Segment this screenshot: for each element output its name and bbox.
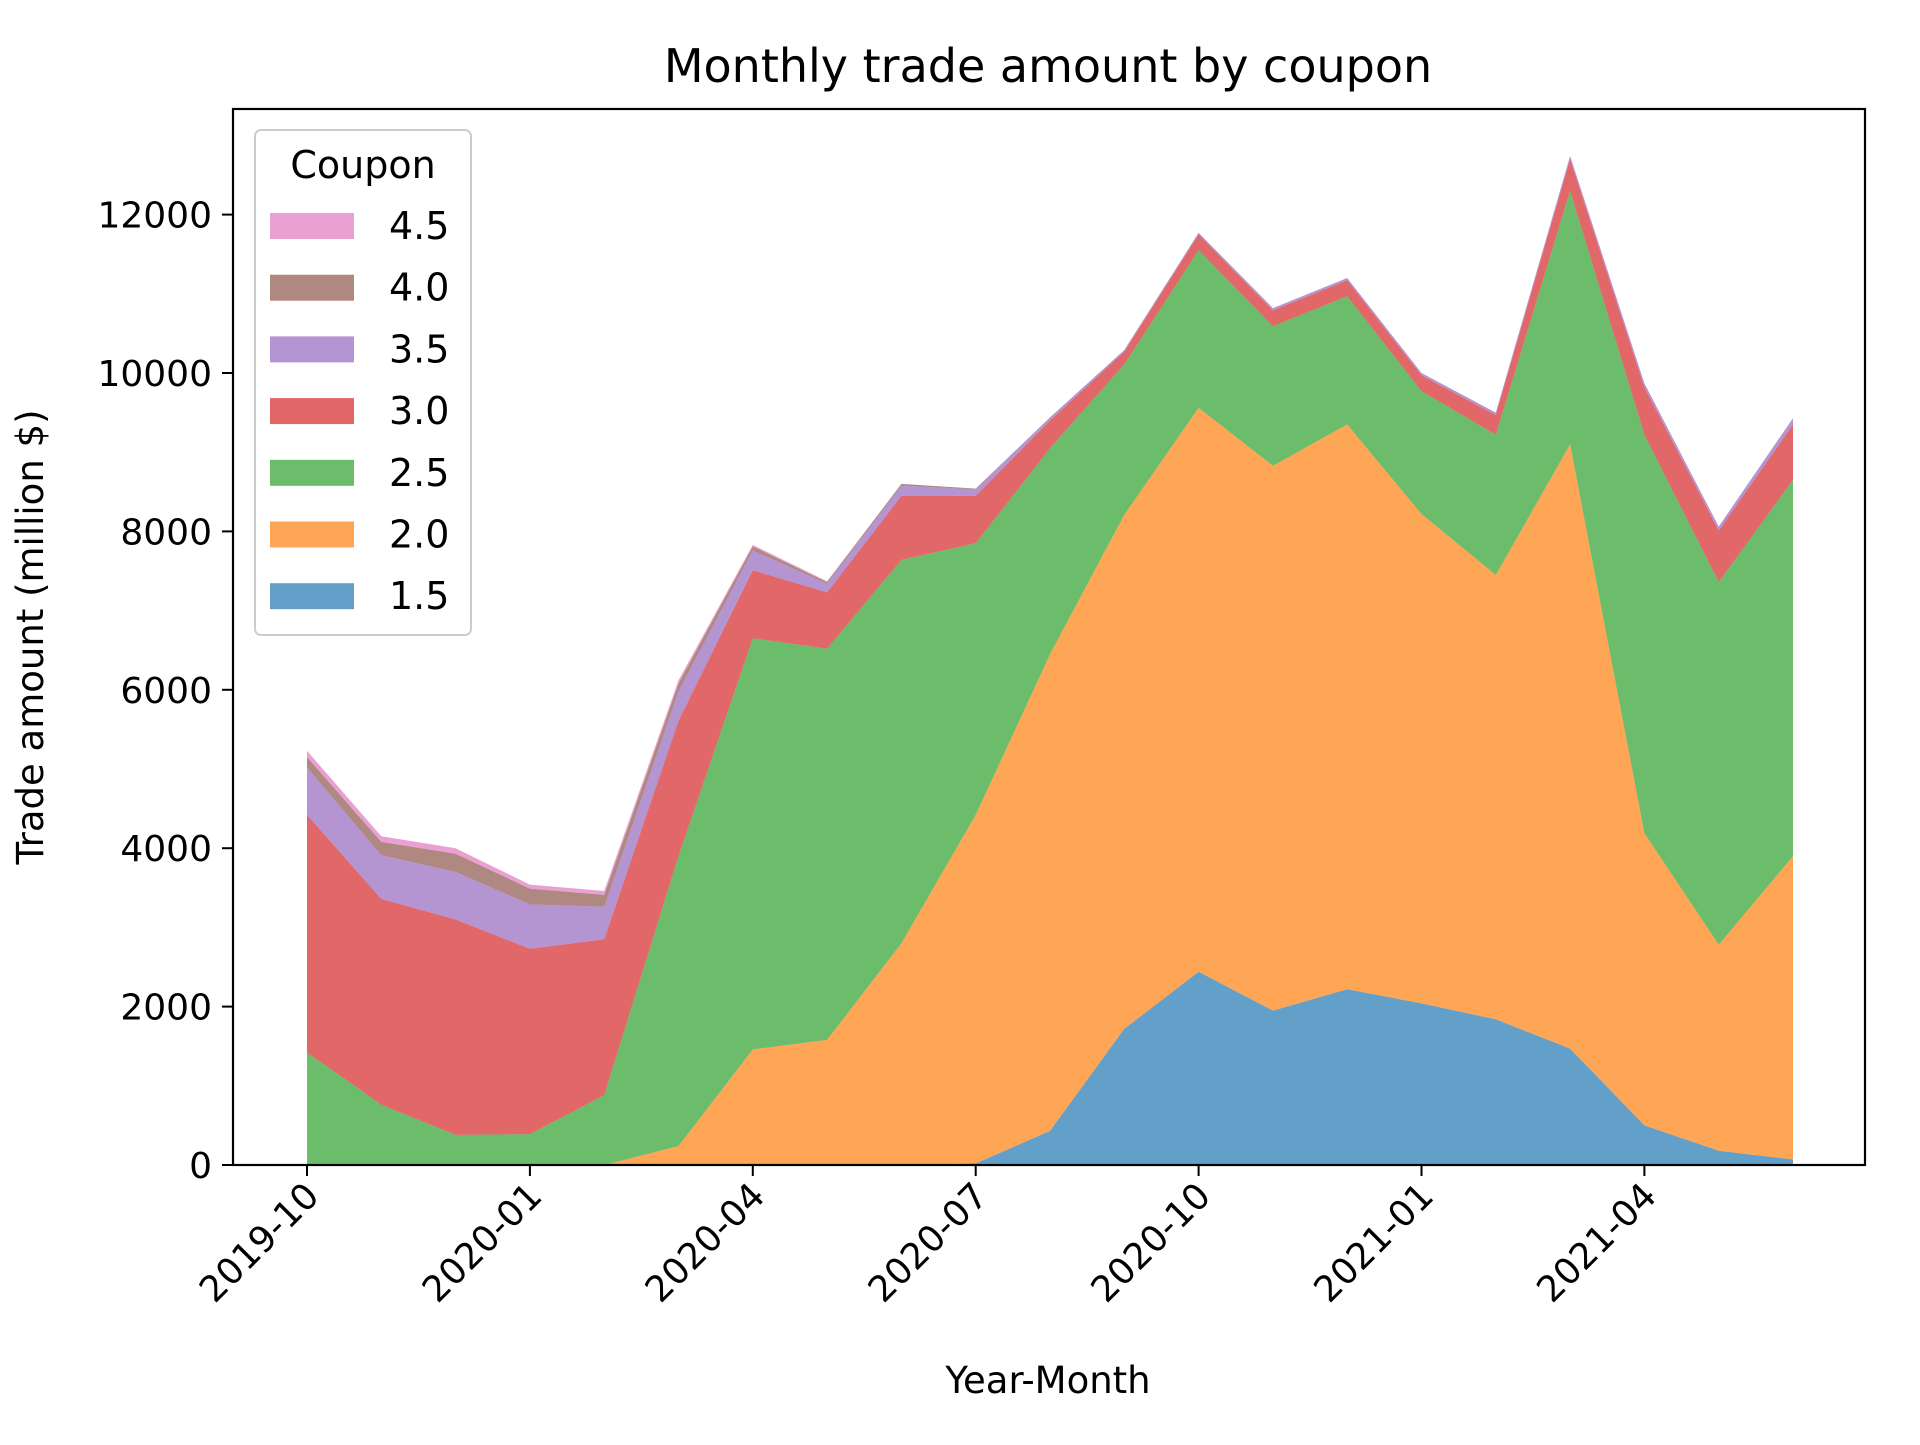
chart-title: Monthly trade amount by coupon [664, 39, 1432, 93]
x-axis-label: Year-Month [944, 1359, 1150, 1402]
legend-swatch-4.5 [270, 213, 354, 239]
area-series-2.5 [307, 190, 1793, 1166]
y-tick-label: 4000 [120, 829, 212, 870]
area-series-1.5 [307, 971, 1793, 1165]
y-tick-label: 2000 [120, 988, 212, 1029]
legend-label-1.5: 1.5 [389, 574, 449, 618]
y-axis: 0 2000 4000 6000 8000 10000 12000 [97, 196, 233, 1187]
y-tick-label: 6000 [120, 671, 212, 712]
legend-swatch-3.5 [270, 336, 354, 363]
legend-swatch-3.0 [270, 398, 354, 425]
legend-label-3.5: 3.5 [389, 327, 449, 371]
legend-box [254, 129, 472, 636]
legend: Coupon 4.5 4.0 3.5 3.0 2.5 2.0 1.5 [254, 129, 472, 636]
area-series-2.0 [307, 407, 1793, 1165]
area-series-3.0 [307, 159, 1793, 1135]
y-axis-label: Trade amount (million $) [9, 409, 52, 865]
legend-swatch-2.0 [270, 521, 354, 548]
legend-swatch-4.0 [270, 274, 354, 301]
legend-label-4.5: 4.5 [389, 204, 449, 248]
legend-title: Coupon [290, 143, 435, 187]
legend-label-3.0: 3.0 [389, 389, 449, 433]
legend-label-2.5: 2.5 [389, 451, 449, 495]
legend-label-4.0: 4.0 [389, 266, 449, 310]
plot-frame [231, 107, 1867, 1167]
legend-swatch-1.5 [270, 583, 354, 610]
area-layers [307, 156, 1793, 1166]
legend-swatch-2.5 [270, 459, 354, 486]
legend-items: 4.5 4.0 3.5 3.0 2.5 2.0 1.5 [270, 204, 449, 618]
y-tick-label: 0 [189, 1146, 212, 1187]
y-tick-label: 8000 [120, 512, 212, 553]
legend-label-2.0: 2.0 [389, 513, 449, 557]
y-tick-label: 12000 [97, 196, 212, 237]
y-tick-label: 10000 [97, 354, 212, 395]
